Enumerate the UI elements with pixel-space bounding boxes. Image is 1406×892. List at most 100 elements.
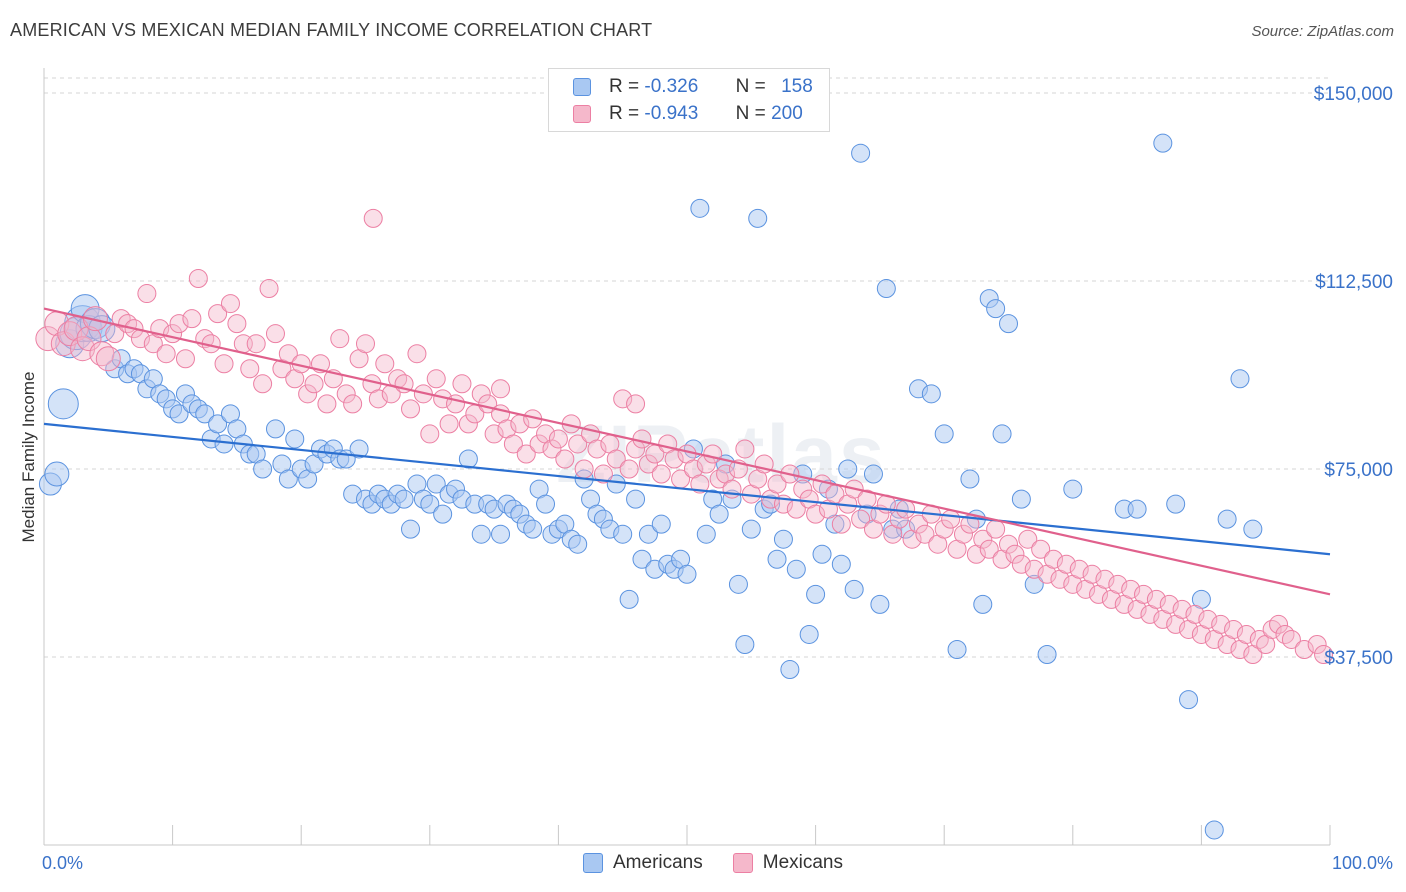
mexicans-point xyxy=(568,434,588,454)
mexicans-point xyxy=(1121,579,1141,599)
americans-point xyxy=(767,549,787,569)
americans-point xyxy=(214,434,234,454)
americans-point xyxy=(986,299,1006,319)
americans-point xyxy=(195,404,215,424)
americans-point xyxy=(947,639,967,659)
mexicans-point xyxy=(1275,624,1295,644)
mexicans-point xyxy=(240,359,260,379)
mexicans-point xyxy=(111,309,131,329)
americans-point xyxy=(491,524,511,544)
americans-point xyxy=(1179,690,1199,710)
americans-point xyxy=(1217,509,1237,529)
americans-point xyxy=(709,504,729,524)
americans-point xyxy=(735,634,755,654)
americans-point xyxy=(433,504,453,524)
americans-point xyxy=(523,519,543,539)
axes xyxy=(43,68,1331,846)
mexicans-point xyxy=(214,354,234,374)
x-tick-label-min: 0.0% xyxy=(42,853,83,873)
americans-point xyxy=(638,524,658,544)
americans-point xyxy=(619,589,639,609)
mexicans-point xyxy=(175,349,195,369)
mexicans-point xyxy=(735,439,755,459)
americans-r-label: R = xyxy=(609,76,640,97)
mexicans-point xyxy=(188,269,208,289)
americans-point xyxy=(208,414,228,434)
americans-point xyxy=(1024,574,1044,594)
mexicans-point xyxy=(491,379,511,399)
americans-point xyxy=(278,469,298,489)
americans-point xyxy=(1230,369,1250,389)
mexicans-point xyxy=(95,346,121,372)
mexicans-point xyxy=(986,519,1006,539)
mexicans-point xyxy=(220,294,240,314)
mexicans-point xyxy=(896,499,916,519)
americans-point xyxy=(401,519,421,539)
chart-title: AMERICAN VS MEXICAN MEDIAN FAMILY INCOME… xyxy=(10,20,653,40)
mexicans-point xyxy=(613,389,633,409)
mexicans-point xyxy=(208,304,228,324)
mexicans-point xyxy=(156,344,176,364)
americans-point xyxy=(806,584,826,604)
americans-point xyxy=(44,461,70,487)
americans-point xyxy=(844,579,864,599)
mexicans-point xyxy=(375,354,395,374)
mexicans-point xyxy=(426,369,446,389)
americans-point xyxy=(1063,479,1083,499)
americans-points xyxy=(38,133,1263,840)
mexicans-n-value: 200 xyxy=(771,103,803,124)
americans-point xyxy=(471,524,491,544)
mexicans-legend-label: Mexicans xyxy=(762,852,843,873)
axis-labels: $37,500 $75,000 $112,500 $150,000 0.0% 100.0%… xyxy=(19,84,1393,873)
americans-point xyxy=(870,594,890,614)
legend-row-americans: R = -0.326 N = 158 xyxy=(573,75,813,99)
mexicans-point xyxy=(1236,624,1256,644)
americans-point xyxy=(265,419,285,439)
mexicans-trend-line xyxy=(43,307,1331,596)
y-tick-label: $75,000 xyxy=(1324,460,1393,481)
mexicans-r-value: -0.943 xyxy=(644,103,699,124)
legend-row-mexicans: R = -0.943 N = 200 xyxy=(573,102,803,126)
mexicans-point xyxy=(626,394,646,414)
americans-point xyxy=(799,624,819,644)
mexicans-point xyxy=(265,324,285,344)
americans-n-label: N = xyxy=(735,76,766,97)
americans-point xyxy=(960,469,980,489)
americans-point xyxy=(851,143,871,163)
mexicans-point xyxy=(1011,554,1031,574)
americans-point xyxy=(677,564,697,584)
mexicans-point xyxy=(253,374,273,394)
mexicans-point xyxy=(851,509,871,529)
mexicans-point xyxy=(407,344,427,364)
mexicans-point xyxy=(1056,554,1076,574)
mexicans-point xyxy=(548,429,568,449)
mexicans-point xyxy=(363,208,383,228)
mexicans-point xyxy=(259,279,279,299)
americans-point xyxy=(536,494,556,514)
mexicans-point xyxy=(1294,639,1314,659)
americans-point xyxy=(863,464,883,484)
mexicans-point xyxy=(793,479,813,499)
americans-point xyxy=(285,429,305,449)
mexicans-n-label: N = xyxy=(735,103,766,124)
mexicans-point xyxy=(35,326,61,352)
americans-point xyxy=(568,534,588,554)
americans-legend-label: Americans xyxy=(613,852,703,873)
mexicans-point xyxy=(934,519,954,539)
mexicans-legend-swatch xyxy=(732,853,753,873)
americans-point xyxy=(973,594,993,614)
americans-point xyxy=(1037,645,1057,665)
americans-point xyxy=(47,388,79,420)
americans-point xyxy=(696,524,716,544)
mexicans-point xyxy=(953,524,973,544)
mexicans-point xyxy=(690,474,710,494)
x-tick-label-max: 100.0% xyxy=(1332,853,1393,873)
americans-point xyxy=(169,404,189,424)
source-label: Source: ZipAtlas.com xyxy=(1251,23,1394,40)
americans-point xyxy=(626,489,646,509)
americans-r-value: -0.326 xyxy=(644,76,699,97)
mexicans-point xyxy=(806,504,826,524)
mexicans-point xyxy=(664,449,684,469)
mexicans-point xyxy=(1281,629,1301,649)
